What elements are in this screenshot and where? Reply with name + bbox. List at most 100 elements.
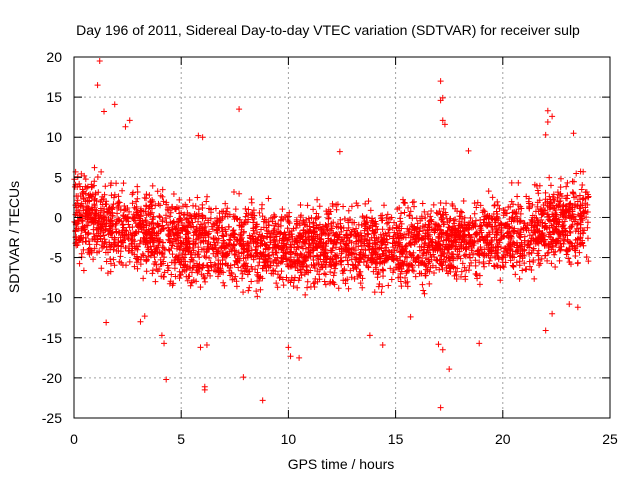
data-point xyxy=(237,232,244,239)
data-point xyxy=(134,209,141,216)
data-point xyxy=(92,210,99,217)
data-point xyxy=(266,255,273,262)
data-point xyxy=(190,202,197,209)
data-point xyxy=(231,275,238,282)
data-point xyxy=(267,215,274,222)
data-point xyxy=(494,229,501,236)
data-point xyxy=(401,209,408,216)
outlier-point xyxy=(544,118,551,125)
data-point xyxy=(527,219,534,226)
data-point xyxy=(79,203,86,210)
data-point xyxy=(224,262,231,269)
data-point xyxy=(548,199,555,206)
data-point xyxy=(160,225,167,232)
data-point xyxy=(80,246,87,253)
data-point xyxy=(453,243,460,250)
data-point xyxy=(547,182,554,189)
data-point xyxy=(378,234,385,241)
data-point xyxy=(154,188,161,195)
data-point xyxy=(85,238,92,245)
data-point xyxy=(101,215,108,222)
data-point xyxy=(421,290,428,297)
data-point xyxy=(177,261,184,268)
data-point xyxy=(220,279,227,286)
plot-frame xyxy=(73,56,611,419)
data-point xyxy=(578,186,585,193)
data-point xyxy=(557,184,564,191)
data-point xyxy=(304,202,311,209)
data-point xyxy=(98,265,105,272)
data-point xyxy=(367,252,374,259)
data-point xyxy=(342,254,349,261)
data-point xyxy=(356,259,363,266)
data-point xyxy=(494,202,501,209)
data-point xyxy=(291,241,298,248)
data-point xyxy=(551,251,558,258)
data-point xyxy=(556,233,563,240)
data-point xyxy=(450,217,457,224)
data-point xyxy=(485,252,492,259)
data-point xyxy=(491,202,498,209)
data-point xyxy=(406,262,413,269)
data-point xyxy=(149,237,156,244)
data-point xyxy=(188,269,195,276)
data-point xyxy=(493,208,500,215)
data-point xyxy=(528,266,535,273)
data-point xyxy=(110,256,117,263)
data-point xyxy=(267,239,274,246)
data-point xyxy=(420,287,427,294)
data-point xyxy=(305,269,312,276)
data-point xyxy=(173,219,180,226)
data-point xyxy=(579,196,586,203)
data-point xyxy=(245,206,252,213)
data-point xyxy=(508,179,515,186)
data-point xyxy=(577,221,584,228)
y-tick-label: -15 xyxy=(42,330,62,346)
data-point xyxy=(248,211,255,218)
data-point xyxy=(287,262,294,269)
data-point xyxy=(277,259,284,266)
data-point xyxy=(201,275,208,282)
data-point xyxy=(236,216,243,223)
data-point xyxy=(107,243,114,250)
data-point xyxy=(239,275,246,282)
data-point xyxy=(555,221,562,228)
data-point xyxy=(314,231,321,238)
data-point xyxy=(503,210,510,217)
data-point xyxy=(306,223,313,230)
data-point xyxy=(91,164,98,171)
data-point xyxy=(102,183,109,190)
data-point xyxy=(327,238,334,245)
data-point xyxy=(77,236,84,243)
data-point xyxy=(291,274,298,281)
data-point xyxy=(407,239,414,246)
data-point xyxy=(97,207,104,214)
data-point xyxy=(323,256,330,263)
data-point xyxy=(169,239,176,246)
data-point xyxy=(241,268,248,275)
data-point xyxy=(576,192,583,199)
data-point xyxy=(563,183,570,190)
data-point xyxy=(129,200,136,207)
data-point xyxy=(353,200,360,207)
data-point xyxy=(167,209,174,216)
data-point xyxy=(252,224,259,231)
data-point xyxy=(99,222,106,229)
data-point xyxy=(514,227,521,234)
data-point xyxy=(472,262,479,269)
data-point xyxy=(288,263,295,270)
data-point xyxy=(147,252,154,259)
data-point xyxy=(358,246,365,253)
data-point xyxy=(362,247,369,254)
outlier-point xyxy=(137,318,144,325)
data-point xyxy=(137,207,144,214)
data-point xyxy=(265,222,272,229)
data-point xyxy=(558,243,565,250)
data-point xyxy=(81,223,88,230)
data-point xyxy=(357,230,364,237)
data-point xyxy=(257,242,264,249)
data-point xyxy=(353,225,360,232)
outlier-point xyxy=(574,304,581,311)
data-point xyxy=(279,245,286,252)
data-point xyxy=(426,280,433,287)
